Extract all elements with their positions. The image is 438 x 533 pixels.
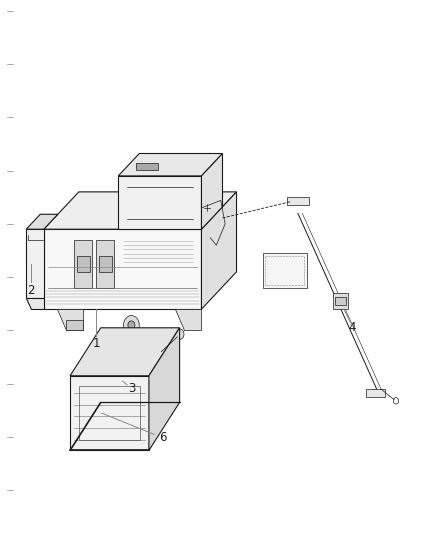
Circle shape [128, 321, 135, 329]
Polygon shape [201, 154, 223, 229]
Polygon shape [26, 214, 58, 229]
Circle shape [295, 198, 300, 205]
Circle shape [201, 201, 212, 214]
Polygon shape [57, 309, 83, 330]
Circle shape [372, 390, 377, 396]
Polygon shape [44, 192, 237, 229]
Polygon shape [70, 376, 149, 450]
Polygon shape [70, 328, 180, 376]
Polygon shape [99, 256, 112, 272]
Polygon shape [77, 256, 90, 272]
Text: 6: 6 [159, 431, 167, 443]
Text: 4: 4 [349, 321, 357, 334]
Polygon shape [74, 240, 92, 288]
Text: 3: 3 [128, 382, 135, 394]
Circle shape [219, 213, 227, 222]
Polygon shape [335, 297, 346, 305]
Circle shape [124, 316, 139, 335]
Text: 2: 2 [27, 284, 35, 297]
Polygon shape [118, 154, 223, 176]
Circle shape [49, 252, 69, 276]
Circle shape [175, 329, 184, 340]
Circle shape [108, 356, 120, 369]
Circle shape [154, 155, 170, 174]
Polygon shape [26, 229, 44, 298]
Circle shape [55, 259, 64, 269]
Polygon shape [201, 192, 237, 309]
Polygon shape [118, 176, 201, 229]
Text: 1: 1 [92, 337, 100, 350]
Polygon shape [44, 229, 201, 309]
Polygon shape [263, 253, 307, 288]
Polygon shape [26, 298, 44, 309]
Polygon shape [136, 163, 158, 171]
Polygon shape [333, 293, 348, 309]
Polygon shape [287, 197, 309, 205]
Polygon shape [366, 389, 385, 397]
Polygon shape [149, 328, 180, 450]
Polygon shape [175, 309, 201, 330]
Polygon shape [66, 320, 83, 330]
Polygon shape [96, 240, 114, 288]
